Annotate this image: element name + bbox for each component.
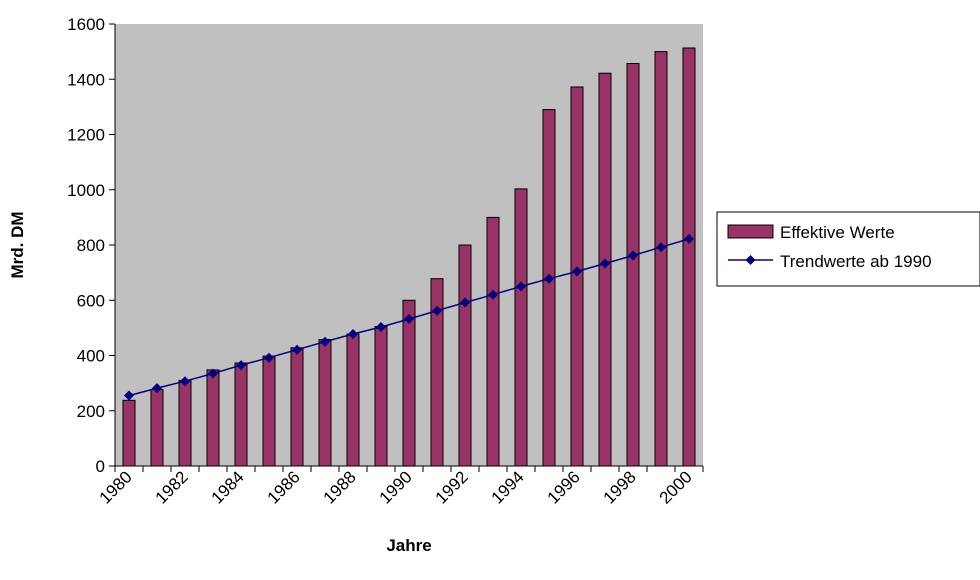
bar-1998 — [626, 63, 640, 467]
bar-1989 — [374, 326, 388, 467]
x-tick-label-1990: 1990 — [376, 467, 416, 507]
y-axis-title: Mrd. DM — [8, 211, 27, 278]
bar-1988 — [346, 333, 360, 467]
trend-point-1990 — [404, 314, 414, 325]
x-tick-labels: 1980 1982 1984 1986 1988 1990 1992 1994 1996 1998… — [96, 467, 696, 507]
legend-swatch-bars — [727, 224, 774, 239]
trend-line-layer — [124, 233, 694, 401]
bar-1983 — [206, 369, 220, 467]
bar-1981 — [150, 389, 164, 467]
legend-box — [716, 211, 980, 287]
x-tick-label-1984: 1984 — [208, 467, 248, 507]
bar-1980 — [122, 399, 136, 467]
x-tick-label-1998: 1998 — [600, 467, 640, 507]
legend-label-bars: Effektive Werte — [780, 223, 895, 242]
bar-2000 — [682, 47, 696, 467]
y-tick-label-0: 0 — [96, 457, 105, 476]
trend-point-1989 — [376, 322, 386, 333]
trend-point-1986 — [292, 344, 302, 355]
trend-point-1993 — [488, 289, 498, 300]
trend-point-1981 — [152, 383, 162, 394]
x-tick-label-1988: 1988 — [320, 467, 360, 507]
y-tick-label-1400: 1400 — [67, 70, 105, 89]
bars-layer — [122, 47, 696, 467]
x-tick-label-1982: 1982 — [152, 467, 192, 507]
trend-point-1999 — [656, 242, 666, 253]
bar-1999 — [654, 51, 668, 467]
y-tick-label-600: 600 — [77, 291, 105, 310]
x-axis-title: Jahre — [386, 536, 431, 555]
trend-point-2000 — [684, 233, 694, 244]
trend-point-1987 — [320, 336, 330, 347]
bar-1992 — [458, 244, 472, 467]
trend-point-1997 — [600, 258, 610, 269]
x-tick-label-2000: 2000 — [656, 467, 696, 507]
trend-point-1994 — [516, 281, 526, 292]
bar-1997 — [598, 72, 612, 467]
bar-1995 — [542, 109, 556, 467]
y-tick-label-1600: 1600 — [67, 15, 105, 34]
x-tick-label-1994: 1994 — [488, 467, 528, 507]
legend-label-line: Trendwerte ab 1990 — [780, 252, 932, 271]
bar-1987 — [318, 339, 332, 467]
bar-1990 — [402, 299, 416, 467]
y-tick-label-1000: 1000 — [67, 181, 105, 200]
x-tick-label-1992: 1992 — [432, 467, 472, 507]
trend-point-1988 — [348, 328, 358, 339]
legend-swatch-marker — [745, 255, 756, 265]
trend-point-1995 — [544, 273, 554, 284]
trend-point-1985 — [264, 352, 274, 363]
y-tick-label-800: 800 — [77, 236, 105, 255]
legend: Effektive Werte Trendwerte ab 1990 — [716, 211, 980, 287]
bar-1994 — [514, 188, 528, 467]
trend-point-1992 — [460, 297, 470, 308]
trend-point-1980 — [124, 390, 134, 401]
bar-1982 — [178, 379, 192, 467]
y-tick-labels: 0 200 400 600 800 1000 1200 1400 1600 — [67, 15, 105, 476]
x-tick-label-1996: 1996 — [544, 467, 584, 507]
bar-1984 — [234, 362, 248, 467]
trend-point-1998 — [628, 250, 638, 261]
trend-point-1982 — [180, 376, 190, 387]
bar-1985 — [262, 355, 276, 467]
trend-point-1983 — [208, 368, 218, 379]
bar-1986 — [290, 347, 304, 467]
trend-point-1984 — [236, 360, 246, 371]
bar-1993 — [486, 216, 500, 467]
trend-point-1996 — [572, 266, 582, 277]
axes-layer — [109, 23, 704, 472]
trend-point-1991 — [432, 305, 442, 316]
y-tick-label-400: 400 — [77, 347, 105, 366]
y-tick-label-200: 200 — [77, 402, 105, 421]
y-tick-label-1200: 1200 — [67, 126, 105, 145]
x-tick-label-1986: 1986 — [264, 467, 304, 507]
